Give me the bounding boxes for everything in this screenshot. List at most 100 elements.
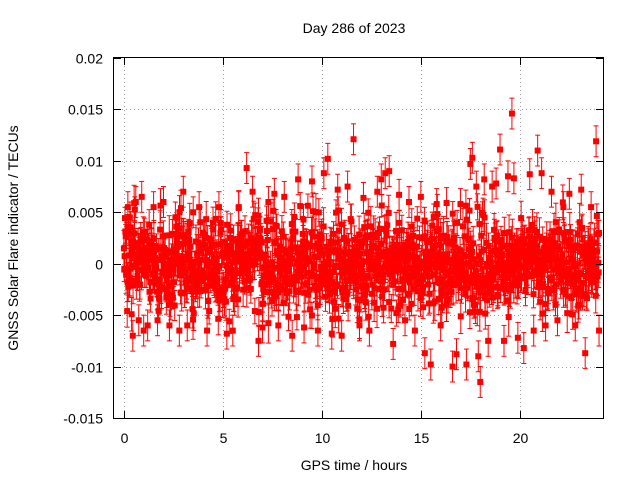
- data-point: [180, 175, 187, 208]
- data-point: [243, 152, 250, 184]
- x-tick-label: 5: [220, 430, 228, 446]
- data-point: [578, 173, 585, 206]
- data-point: [566, 177, 573, 210]
- data-point: [249, 175, 256, 208]
- data-point: [281, 180, 288, 213]
- data-point: [209, 206, 216, 239]
- data-point: [172, 201, 179, 234]
- data-point: [184, 309, 191, 342]
- data-point: [437, 309, 444, 342]
- data-point: [548, 175, 555, 208]
- data-point: [596, 314, 603, 347]
- data-point: [356, 309, 363, 342]
- data-point: [204, 314, 211, 347]
- data-point: [338, 319, 345, 352]
- data-point: [259, 311, 266, 344]
- data-point: [126, 201, 133, 234]
- axis-ticks: -0.015 -0.01 -0.005 0 0.005 0.01 0.015 0.02 0 5 10…: [63, 51, 603, 446]
- y-tick-label: -0.015: [63, 411, 103, 427]
- data-point: [334, 173, 341, 206]
- x-tick-label: 10: [315, 430, 331, 446]
- data-point: [514, 321, 521, 354]
- data-point: [229, 314, 236, 347]
- x-tick-label: 15: [414, 430, 430, 446]
- data-point: [497, 133, 504, 166]
- y-tick-label: -0.01: [71, 360, 103, 376]
- plot-frame: [113, 57, 604, 419]
- data-points: [120, 97, 603, 398]
- data-point: [417, 180, 424, 213]
- data-point: [140, 314, 147, 347]
- data-point: [314, 314, 321, 347]
- data-point: [396, 178, 403, 211]
- data-point: [190, 196, 197, 229]
- data-point: [405, 186, 412, 218]
- data-point: [526, 158, 533, 191]
- data-point: [469, 141, 476, 174]
- data-point: [433, 188, 440, 220]
- data-point: [508, 97, 515, 130]
- data-point: [477, 366, 484, 398]
- data-point: [154, 304, 161, 337]
- data-point: [560, 191, 567, 224]
- data-point: [473, 170, 480, 203]
- data-point: [421, 337, 428, 370]
- data-point: [489, 170, 496, 203]
- data-point: [320, 157, 327, 190]
- data-point: [350, 123, 357, 156]
- data-point: [360, 181, 367, 214]
- data-point: [572, 309, 579, 342]
- data-point: [402, 304, 409, 337]
- y-axis-label: GNSS Solar Flare indicator / TECUs: [5, 125, 21, 350]
- data-point: [520, 332, 527, 364]
- data-point: [275, 309, 282, 342]
- data-point: [411, 314, 418, 347]
- data-point: [132, 186, 139, 218]
- data-point: [235, 191, 242, 224]
- data-point: [493, 167, 500, 200]
- data-point: [271, 177, 278, 210]
- data-point: [443, 187, 450, 219]
- data-point: [530, 314, 537, 347]
- data-point: [554, 304, 561, 337]
- data-point: [223, 317, 230, 350]
- data-point: [534, 134, 541, 167]
- data-point: [144, 309, 151, 342]
- y-tick-label: 0.005: [68, 205, 103, 221]
- data-point: [390, 328, 397, 360]
- data-point: [453, 338, 460, 371]
- data-point: [485, 324, 492, 357]
- data-point: [344, 170, 351, 203]
- x-tick-label: 0: [121, 430, 129, 446]
- data-point: [504, 160, 511, 193]
- data-point: [138, 180, 145, 213]
- data-point: [166, 309, 173, 342]
- data-point: [366, 314, 373, 347]
- data-point: [150, 191, 157, 224]
- data-point: [301, 311, 308, 344]
- data-point: [289, 319, 296, 352]
- data-point: [215, 191, 222, 224]
- x-axis-label: GPS time / hours: [301, 457, 408, 473]
- data-point: [427, 348, 434, 381]
- y-tick-label: 0: [95, 257, 103, 273]
- chart-title: Day 286 of 2023: [303, 20, 406, 36]
- data-point: [593, 125, 600, 158]
- data-point: [129, 319, 136, 352]
- y-tick-label: 0.01: [76, 154, 103, 170]
- data-point: [463, 348, 470, 381]
- data-point: [501, 324, 508, 357]
- data-point: [538, 157, 545, 190]
- y-tick-label: 0.015: [68, 102, 103, 118]
- data-point: [295, 163, 302, 196]
- data-point: [588, 191, 595, 224]
- data-point: [582, 337, 589, 370]
- data-point: [160, 186, 167, 218]
- data-point: [308, 165, 315, 198]
- data-point: [378, 163, 385, 196]
- y-tick-label: 0.02: [76, 51, 103, 67]
- data-point: [328, 317, 335, 350]
- data-point: [374, 175, 381, 208]
- data-point: [382, 157, 389, 190]
